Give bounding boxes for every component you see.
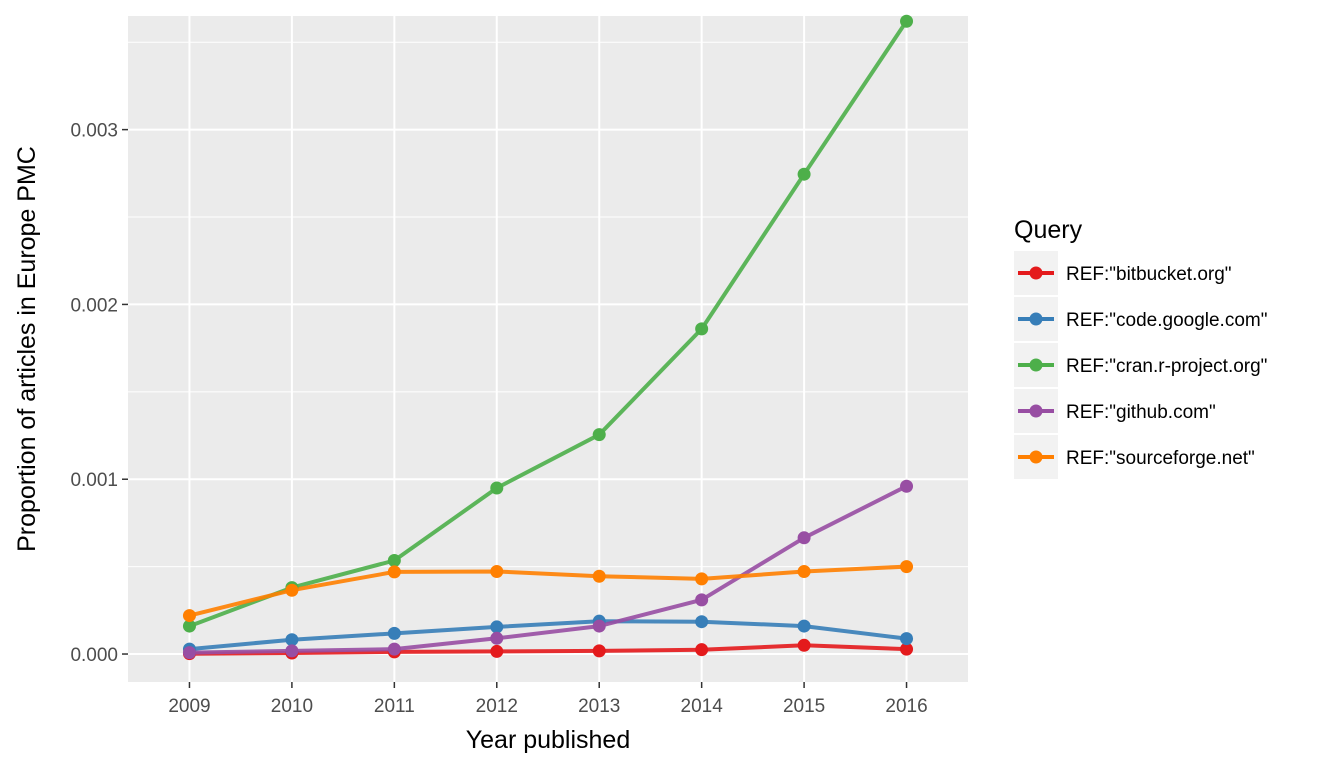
legend-key-point (1029, 312, 1043, 326)
data-point (592, 644, 606, 658)
data-point (490, 631, 504, 645)
data-point (182, 646, 196, 660)
data-point (695, 593, 709, 607)
x-tick-label: 2015 (783, 696, 825, 717)
data-point (285, 583, 299, 597)
data-point (182, 619, 196, 633)
data-point (490, 481, 504, 495)
minor-gridlines (128, 41, 968, 568)
y-axis: 0.000 0.001 0.002 0.003 (70, 121, 128, 666)
data-point (592, 569, 606, 583)
data-point (387, 642, 401, 656)
data-point (490, 565, 504, 579)
x-tick-label: 2012 (476, 696, 518, 717)
data-point (285, 633, 299, 647)
series-line (187, 619, 909, 652)
data-point (900, 632, 914, 646)
legend-key-point (1029, 266, 1043, 280)
data-point (490, 620, 504, 634)
data-point (797, 619, 811, 633)
legend-items: REF:"bitbucket.org" REF:"code.google.com"… (1014, 251, 1267, 479)
legend-label: REF:"sourceforge.net" (1066, 448, 1255, 469)
legend: Query REF:"bitbucket.org" REF:"code.googl… (1014, 216, 1267, 479)
y-axis-title: Proportion of articles in Europe PMC (13, 146, 41, 552)
legend-label: REF:"cran.r-project.org" (1066, 356, 1267, 377)
data-point (797, 531, 811, 545)
data-point (695, 615, 709, 629)
data-point (387, 554, 401, 568)
y-tick-label: 0.000 (70, 645, 118, 666)
legend-label: REF:"code.google.com" (1066, 310, 1267, 331)
x-tick-label: 2013 (578, 696, 620, 717)
legend-title: Query (1014, 216, 1083, 244)
legend-key-point (1029, 404, 1043, 418)
data-point (797, 565, 811, 579)
x-tick-label: 2016 (885, 696, 927, 717)
legend-label: REF:"bitbucket.org" (1066, 264, 1232, 285)
y-tick-label: 0.002 (70, 295, 118, 316)
series-line (187, 19, 909, 629)
series-line (187, 484, 909, 655)
series-line (187, 643, 909, 656)
data-point (695, 572, 709, 586)
data-point (592, 428, 606, 442)
data-point (387, 626, 401, 640)
legend-key-point (1029, 450, 1043, 464)
x-axis: 2009 2010 2011 2012 2013 2014 2015 2016 (168, 682, 928, 717)
data-point (900, 560, 914, 574)
legend-key-point (1029, 358, 1043, 372)
data-point (387, 565, 401, 579)
x-axis-title: Year published (466, 726, 631, 754)
series-line (187, 564, 909, 618)
x-tick-label: 2011 (374, 696, 415, 717)
data-point (182, 609, 196, 623)
series-layer (182, 14, 914, 661)
legend-label: REF:"github.com" (1066, 402, 1216, 423)
data-point (797, 638, 811, 652)
data-point (490, 644, 504, 658)
x-tick-label: 2010 (271, 696, 313, 717)
data-point (695, 643, 709, 657)
y-tick-label: 0.003 (70, 121, 118, 142)
data-point (900, 642, 914, 656)
data-point (285, 644, 299, 658)
data-point (900, 479, 914, 493)
x-tick-label: 2009 (168, 696, 210, 717)
y-tick-label: 0.001 (70, 470, 118, 491)
x-tick-label: 2014 (681, 696, 724, 717)
data-point (900, 14, 914, 28)
data-point (797, 167, 811, 181)
data-point (592, 619, 606, 633)
data-point (695, 322, 709, 336)
